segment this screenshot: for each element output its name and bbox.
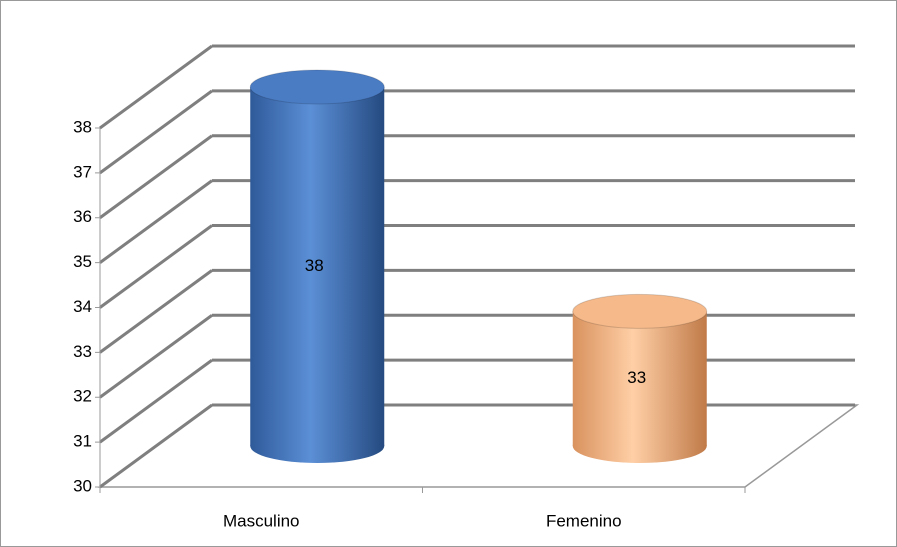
y-tick-label: 32: [73, 387, 92, 406]
bar: [250, 87, 385, 446]
y-tick-label: 34: [73, 297, 92, 316]
grid-line: [99, 224, 213, 309]
grid-line: [99, 134, 213, 219]
cylinder-top: [249, 69, 385, 105]
grid-line: [99, 314, 213, 399]
y-tick-label: 36: [73, 207, 92, 226]
y-tick-label: 33: [73, 342, 92, 361]
grid-line: [99, 269, 213, 354]
y-tick-label: 38: [73, 117, 92, 136]
data-label: 38: [305, 256, 324, 275]
y-tick-label: 35: [73, 252, 92, 271]
x-tick-label: Masculino: [223, 511, 300, 530]
grid-line: [99, 89, 213, 175]
y-tick-label: 30: [73, 476, 92, 495]
grid-line: [99, 358, 213, 444]
grid-line: [99, 179, 213, 264]
grid-line: [99, 403, 213, 489]
grid-line: [99, 44, 213, 130]
cylinder-top: [572, 293, 708, 329]
data-label: 33: [627, 368, 646, 387]
y-tick-label: 31: [73, 432, 92, 451]
y-tick-label: 37: [73, 162, 92, 181]
x-tick-label: Femenino: [546, 511, 622, 530]
bar: [572, 311, 707, 446]
